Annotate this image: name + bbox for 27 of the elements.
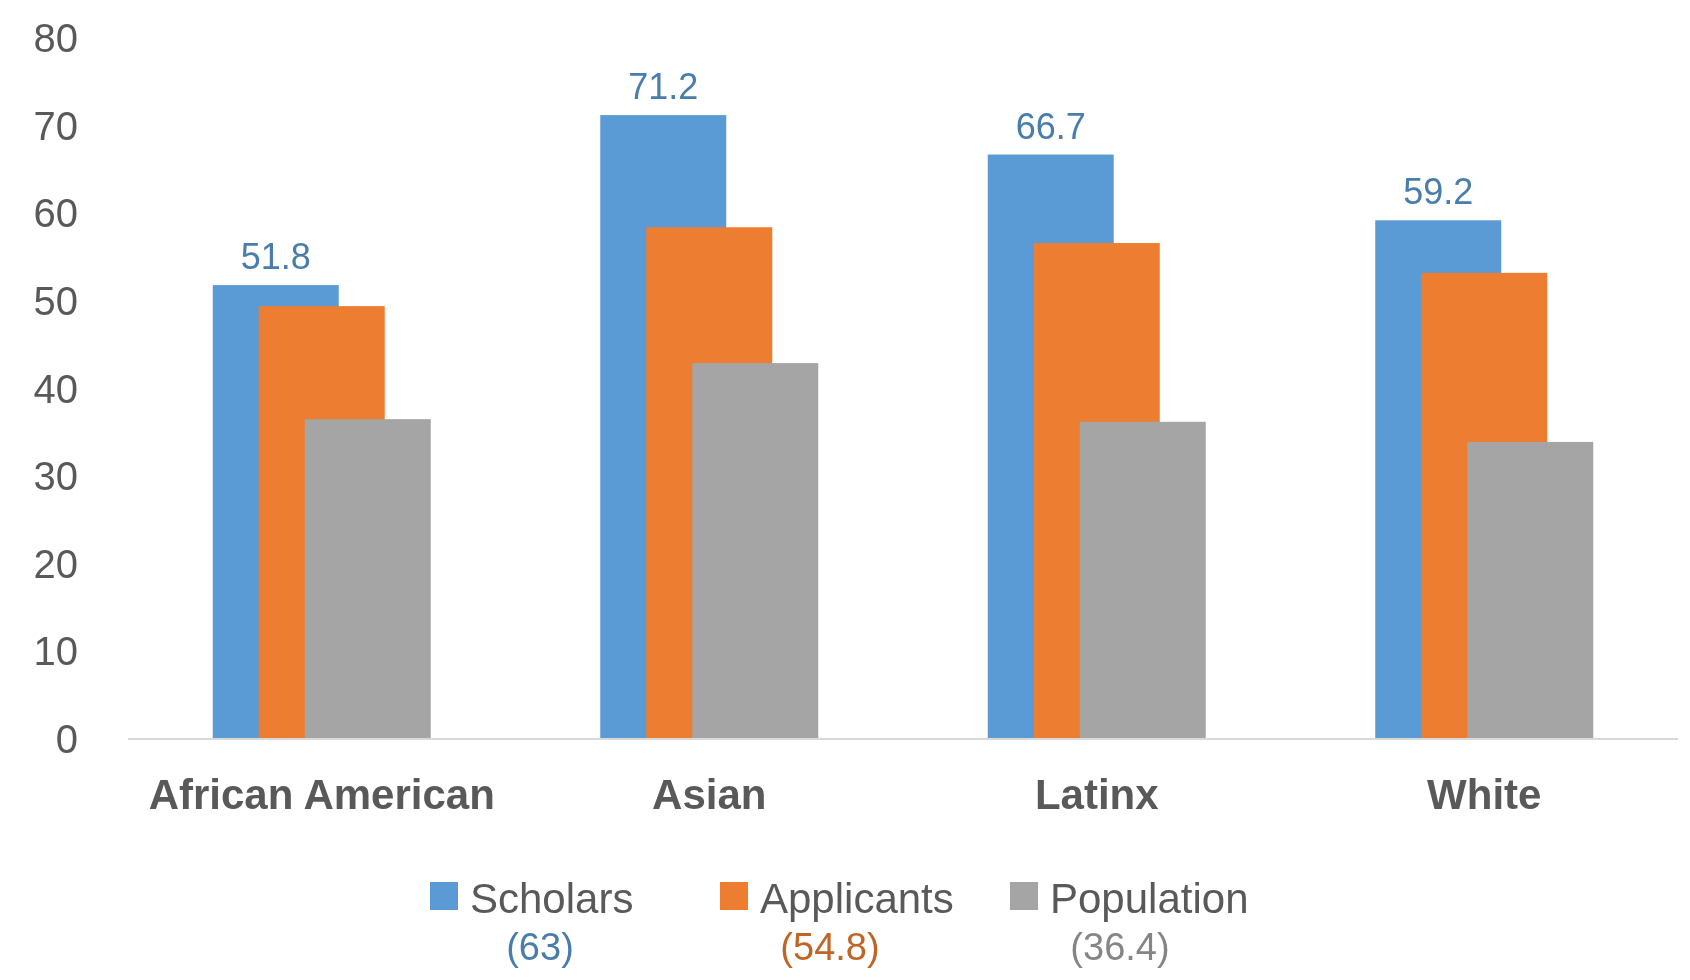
x-tick-label: Asian	[652, 771, 767, 818]
y-tick-label: 50	[33, 278, 78, 323]
bar	[692, 363, 819, 739]
legend-label: Population	[1050, 874, 1249, 922]
text: (54.8)	[780, 926, 880, 968]
data-label: 51.8	[240, 236, 311, 278]
x-tick-label: Latinx	[1034, 771, 1160, 818]
y-tick-label: 10	[33, 629, 78, 674]
y-tick-label: 70	[33, 103, 78, 148]
data-label: 71.2	[628, 66, 699, 108]
y-tick-label: 80	[33, 16, 78, 60]
data-label: 59.2	[1403, 171, 1474, 213]
data-label: 66.7	[1015, 105, 1086, 147]
legend-label: Applicants	[760, 874, 954, 922]
y-tick-label: 20	[33, 541, 78, 586]
y-tick-label: 40	[33, 366, 78, 411]
x-tick-label: African American	[148, 771, 495, 818]
bar	[1467, 441, 1594, 739]
y-tick-label: 60	[33, 191, 78, 236]
bar	[304, 419, 431, 739]
text: (63)	[506, 926, 574, 968]
text: (36.4)	[1070, 926, 1170, 968]
x-tick-label: White	[1427, 771, 1542, 818]
y-tick-label: 30	[33, 454, 78, 499]
bar	[1079, 421, 1206, 739]
legend-label: Scholars	[470, 874, 634, 922]
y-tick-label: 0	[55, 717, 78, 761]
